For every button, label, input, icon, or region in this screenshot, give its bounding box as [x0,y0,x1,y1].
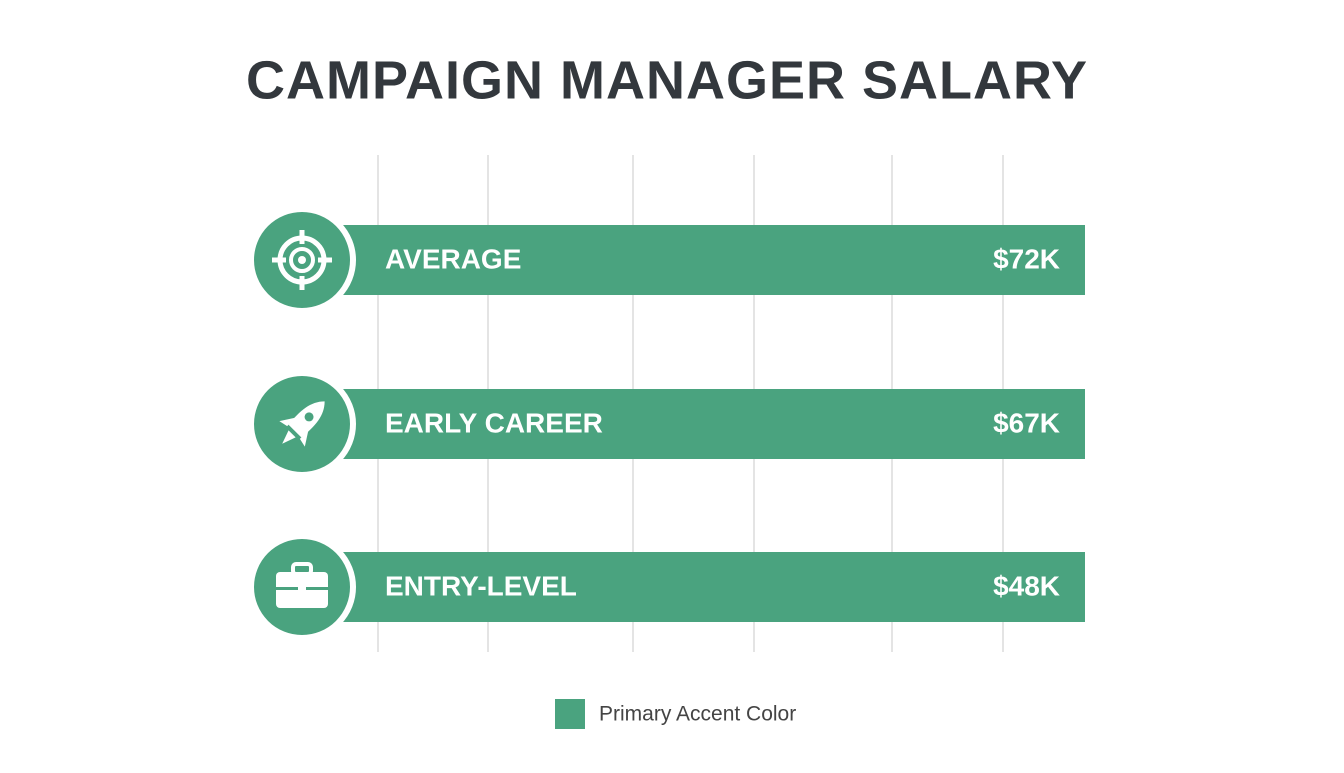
row-label: AVERAGE [385,243,521,274]
icons [272,230,332,608]
rows: AVERAGE $72K EARLY CAREER $67K ENTRY-LEVEL $4… [248,206,1085,641]
target-icon [272,230,332,290]
row-label: EARLY CAREER [385,407,603,438]
bar [330,389,1085,459]
briefcase-icon [276,562,328,608]
legend-swatch [555,699,585,729]
rocket-icon [279,401,325,447]
bar [330,552,1085,622]
row: EARLY CAREER $67K [248,370,1085,478]
row-value: $67K [993,407,1060,438]
row-label: ENTRY-LEVEL [385,570,577,601]
bar [330,225,1085,295]
title: CAMPAIGN MANAGER SALARY [246,50,1088,110]
row: ENTRY-LEVEL $48K [248,533,1085,641]
row-value: $48K [993,570,1060,601]
legend-label: Primary Accent Color [599,703,796,726]
row-value: $72K [993,243,1060,274]
row: AVERAGE $72K [248,206,1085,314]
